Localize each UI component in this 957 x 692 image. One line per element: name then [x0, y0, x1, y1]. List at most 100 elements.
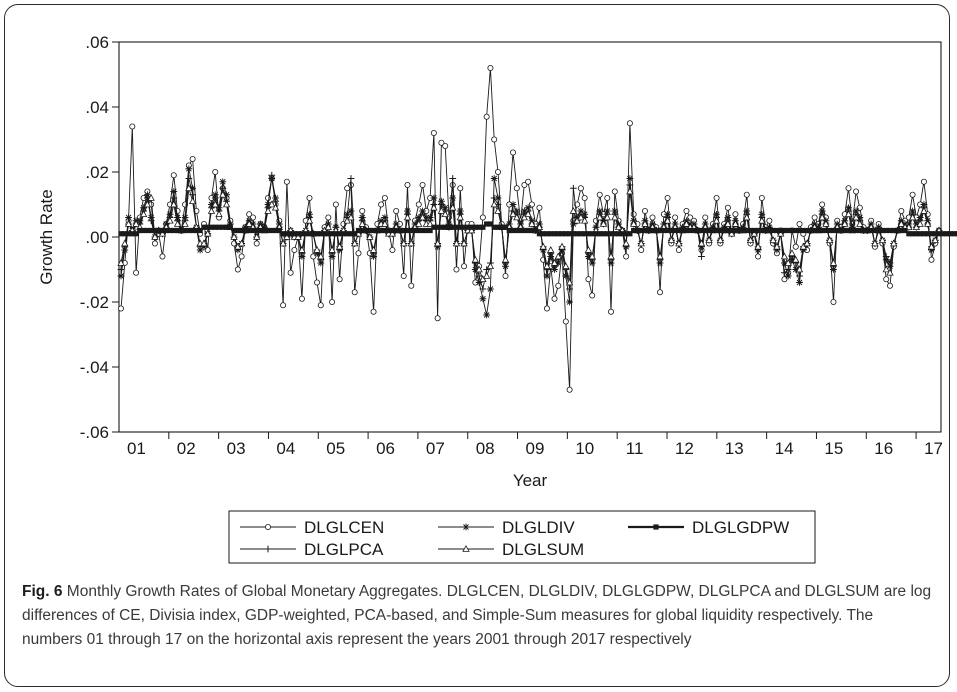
data-point [438, 224, 445, 230]
data-point [291, 231, 298, 237]
data-point [242, 227, 248, 234]
data-point [173, 219, 182, 227]
data-point [378, 201, 385, 208]
data-point [894, 227, 901, 234]
data-point [706, 227, 712, 234]
data-point [555, 282, 562, 289]
data-point [416, 227, 422, 234]
data-point [483, 311, 491, 319]
data-point [471, 266, 479, 273]
data-point [438, 139, 445, 146]
data-point [608, 308, 615, 315]
data-point [230, 232, 238, 240]
data-point [272, 197, 279, 205]
x-tick-label: 13 [725, 439, 744, 458]
data-point [291, 246, 298, 253]
data-point [920, 178, 927, 185]
data-point [310, 231, 316, 237]
data-point [626, 175, 634, 182]
data-point [298, 295, 305, 302]
data-point [664, 227, 671, 234]
data-point [759, 227, 765, 234]
data-point [947, 231, 953, 237]
data-point [295, 231, 301, 237]
data-point [842, 227, 848, 234]
data-point [452, 239, 461, 247]
y-tick-label: .00 [85, 228, 109, 247]
data-point [325, 231, 331, 237]
data-point [603, 213, 611, 221]
data-point [393, 207, 400, 214]
data-point [792, 266, 800, 273]
y-tick-label: .06 [85, 33, 109, 52]
data-point [916, 219, 924, 227]
data-point [770, 227, 776, 234]
data-point [902, 227, 908, 234]
data-point [122, 231, 128, 237]
data-point [675, 239, 683, 247]
series-dlglgdpw [118, 221, 957, 237]
data-point [117, 258, 125, 266]
data-point [638, 227, 644, 234]
data-point [713, 194, 720, 201]
data-point [780, 252, 789, 260]
data-point [921, 231, 927, 237]
data-point [343, 216, 351, 224]
data-point [317, 252, 325, 260]
data-point [528, 219, 536, 227]
data-point [663, 216, 672, 224]
data-point [460, 239, 468, 247]
data-point [682, 219, 691, 227]
data-point [185, 175, 193, 182]
data-point [467, 226, 476, 234]
data-point [340, 231, 347, 237]
data-point [581, 194, 588, 201]
data-point [785, 227, 791, 234]
data-point [446, 224, 452, 230]
data-point [878, 236, 887, 244]
data-point [253, 240, 260, 247]
data-point [769, 236, 777, 244]
data-point [216, 224, 222, 230]
data-point [389, 246, 396, 253]
data-point [570, 231, 576, 237]
data-point [668, 227, 674, 234]
growth-rate-chart: .06 .04 .02 .00 -.02 -.04 -.06 01 02 03 04 05 06 07 08… [37, 33, 957, 564]
legend-box [228, 510, 816, 564]
data-point [736, 227, 742, 234]
data-point [313, 245, 321, 253]
data-point [223, 224, 230, 230]
data-point [799, 242, 807, 250]
data-point [442, 142, 449, 149]
data-point [223, 191, 230, 199]
x-tick-label: 17 [924, 439, 943, 458]
data-point [151, 240, 158, 247]
data-point [796, 279, 803, 286]
data-point [861, 227, 867, 234]
data-point [573, 216, 581, 224]
data-point [683, 227, 690, 234]
data-point [517, 227, 524, 234]
data-point [321, 231, 328, 237]
data-point [261, 227, 267, 234]
data-point [332, 201, 339, 208]
data-point [441, 210, 449, 218]
data-point [766, 227, 772, 234]
data-point [280, 302, 287, 309]
data-point [746, 236, 755, 244]
data-point [148, 227, 154, 234]
data-point [724, 204, 731, 211]
data-point [306, 231, 313, 237]
data-point [174, 227, 181, 234]
data-point [189, 155, 196, 162]
data-point [167, 227, 173, 234]
data-point [691, 227, 697, 234]
data-point [886, 282, 893, 289]
data-point [510, 227, 516, 234]
data-point [397, 227, 403, 234]
data-point [280, 231, 286, 237]
data-point [222, 200, 231, 208]
data-point [118, 231, 124, 237]
data-point [404, 181, 411, 188]
x-tick-label: 15 [824, 439, 843, 458]
